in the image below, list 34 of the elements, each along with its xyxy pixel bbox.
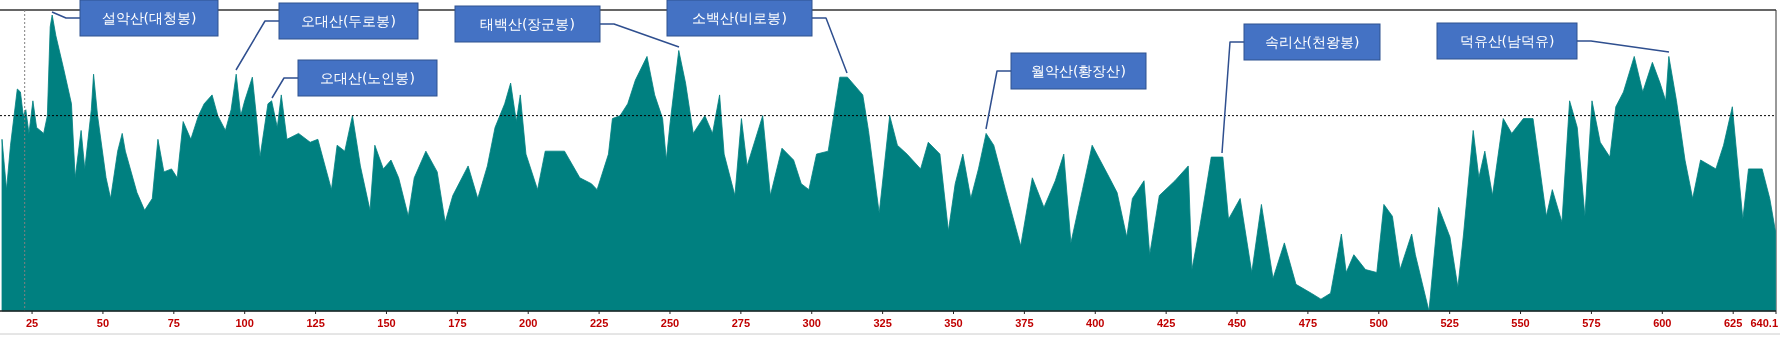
x-tick-label: 25 xyxy=(25,317,39,329)
x-tick-label: 475 xyxy=(1298,317,1318,329)
x-tick-label: 625 xyxy=(1724,317,1743,329)
x-tick-label: 225 xyxy=(589,317,609,329)
x-tick-label: 600 xyxy=(1653,317,1672,329)
annotation: 소백산(비로봉) xyxy=(692,10,787,26)
x-tick-label: 150 xyxy=(377,317,396,329)
x-tick-label: 425 xyxy=(1156,317,1176,329)
annotation: 속리산(천왕봉) xyxy=(1264,34,1360,50)
x-tick-label: 75 xyxy=(167,317,180,329)
x-tick-label: 125 xyxy=(306,317,325,329)
annotation: 태백산(장군봉) xyxy=(480,16,575,32)
x-tick-label: 325 xyxy=(873,317,892,329)
x-tick-label: 100 xyxy=(235,317,254,329)
x-tick-label: 450 xyxy=(1227,317,1247,329)
x-tick-label: 640.1 xyxy=(1750,317,1778,329)
x-tick-label: 375 xyxy=(1015,317,1034,329)
x-tick-label: 525 xyxy=(1440,317,1459,329)
annotation: 설악산(대청봉) xyxy=(101,10,197,26)
x-tick-label: 550 xyxy=(1511,317,1530,329)
annotation: 덕유산(남덕유) xyxy=(1459,33,1555,49)
x-tick-label: 250 xyxy=(660,317,680,329)
x-tick-label: 400 xyxy=(1086,317,1105,329)
x-tick-label: 500 xyxy=(1369,317,1388,329)
x-tick-label: 175 xyxy=(448,317,467,329)
x-tick-label: 350 xyxy=(944,317,963,329)
x-tick-label: 575 xyxy=(1582,317,1601,329)
annotation: 오대산(두로봉) xyxy=(301,13,396,29)
x-tick-label: 200 xyxy=(519,317,538,329)
annotation: 월악산(황장산) xyxy=(1031,63,1126,79)
x-tick-label: 275 xyxy=(731,317,751,329)
x-tick-label: 50 xyxy=(96,317,110,329)
annotation: 오대산(노인봉) xyxy=(320,70,415,86)
x-tick-label: 300 xyxy=(802,317,821,329)
